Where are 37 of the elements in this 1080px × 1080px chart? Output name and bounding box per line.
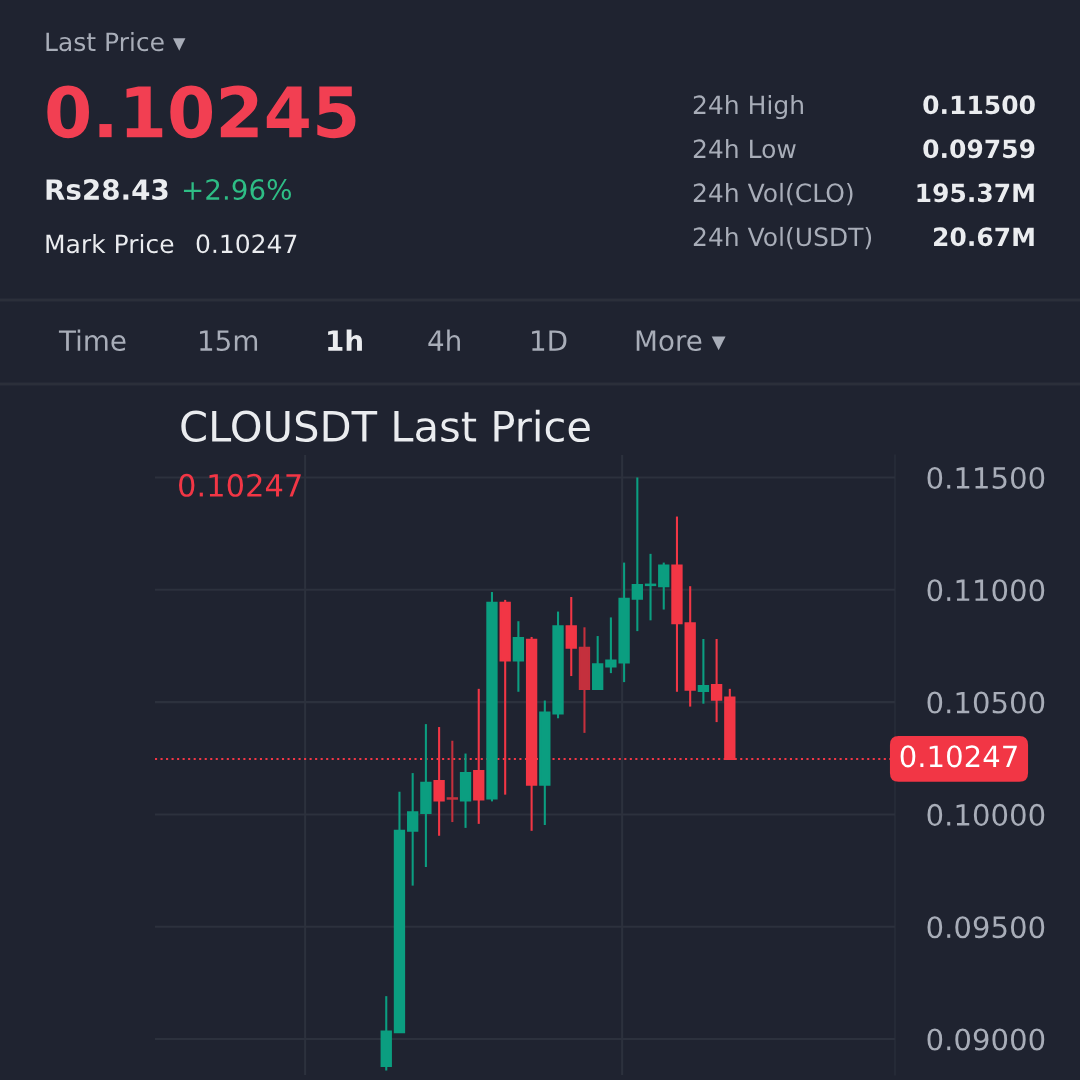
text: 1h	[328, 329, 362, 351]
text: 0.09759	[923, 139, 1035, 159]
text: More ▾	[636, 330, 726, 352]
y-tick-label: 0.11500	[927, 466, 1045, 489]
y-tick-label: 0.10000	[927, 803, 1045, 826]
text: 24h Vol(CLO)	[693, 182, 853, 206]
text: 195.37M	[917, 183, 1034, 203]
ref-line-label: 0.10247	[900, 745, 1017, 768]
text: 0.10247	[196, 234, 297, 254]
candlestick	[407, 772, 419, 887]
text: 24h High	[693, 94, 803, 120]
text: 24h Low	[693, 138, 796, 159]
candlestick	[446, 739, 458, 824]
candlestick	[565, 595, 577, 678]
chart-title: CLOUSDT Last Price	[181, 409, 590, 443]
text: 15m	[200, 330, 258, 352]
y-tick-label: 0.09500	[927, 916, 1045, 939]
text: Mark Price	[46, 233, 174, 254]
text: 0.10245	[47, 85, 356, 139]
annotation: 0.10247	[179, 473, 301, 497]
y-tick-label: 0.09000	[927, 1028, 1045, 1051]
candlestick	[512, 620, 525, 693]
candlestick	[697, 637, 710, 705]
text: 20.67M	[934, 227, 1034, 247]
y-tick-label: 0.10500	[927, 691, 1045, 714]
candlestick	[710, 637, 723, 724]
text: 1D	[532, 330, 567, 351]
candlestick	[644, 552, 657, 622]
text: 24h Vol(USDT)	[693, 226, 872, 250]
candlestick	[658, 561, 670, 611]
text: Time	[58, 329, 126, 352]
text: 4h	[428, 329, 460, 351]
text: Rs28.43	[46, 179, 168, 201]
text: +2.96%	[183, 179, 291, 201]
candlestick	[631, 476, 643, 633]
y-tick-label: 0.11000	[927, 579, 1045, 602]
text: Last Price ▾	[46, 31, 186, 52]
